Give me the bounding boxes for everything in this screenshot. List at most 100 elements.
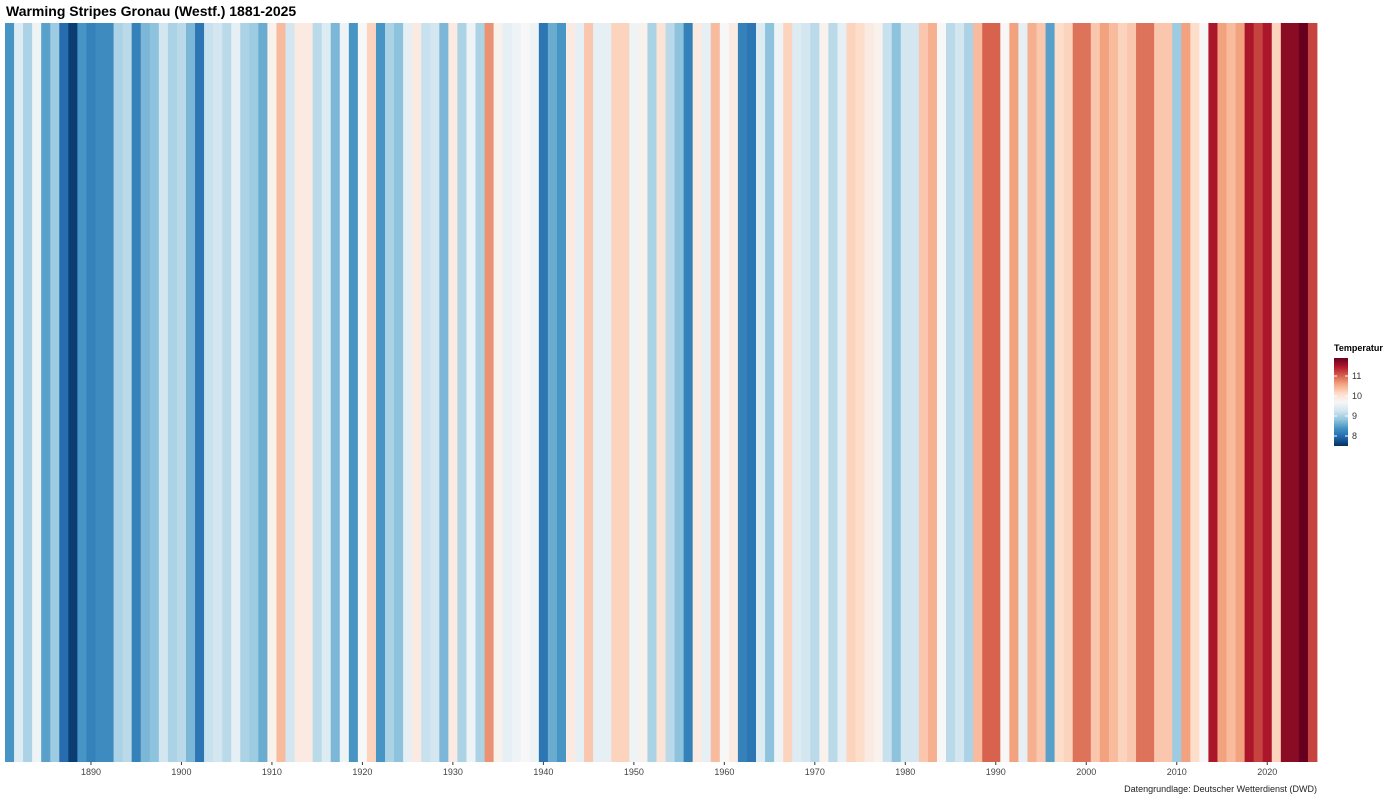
stripe-1958: [701, 23, 712, 762]
stripe-2009: [1163, 23, 1173, 762]
stripe-1989: [982, 23, 992, 762]
x-tick-label: 1890: [81, 767, 101, 777]
stripe-1963: [746, 23, 757, 762]
color-legend: 8 9 10 11: [1334, 358, 1362, 446]
stripe-1981: [909, 23, 920, 762]
stripe-1996: [1045, 23, 1055, 762]
stripe-2006: [1136, 23, 1146, 762]
stripe-1926: [412, 23, 422, 762]
stripe-1907: [240, 23, 250, 762]
stripe-1930: [448, 23, 458, 762]
stripe-2000: [1081, 23, 1092, 762]
stripe-1923: [385, 23, 395, 762]
stripe-1903: [204, 23, 214, 762]
stripe-1924: [394, 23, 404, 762]
stripe-1959: [710, 23, 721, 762]
stripe-2020: [1262, 23, 1273, 762]
stripe-1993: [1018, 23, 1028, 762]
stripe-2025: [1307, 23, 1318, 762]
stripe-1896: [140, 23, 151, 762]
stripe-1936: [502, 23, 513, 762]
x-tick-label: 1940: [533, 767, 553, 777]
stripe-1925: [403, 23, 413, 762]
stripe-2024: [1298, 23, 1309, 762]
stripe-1897: [149, 23, 160, 762]
stripe-1987: [964, 23, 974, 762]
stripe-2014: [1208, 23, 1218, 762]
stripe-1955: [674, 23, 685, 762]
stripe-1948: [611, 23, 621, 762]
stripe-1945: [584, 23, 594, 762]
stripe-1915: [312, 23, 323, 762]
stripe-2013: [1199, 23, 1209, 762]
stripe-2015: [1217, 23, 1227, 762]
stripe-1972: [828, 23, 838, 762]
stripe-1961: [728, 23, 739, 762]
stripe-1913: [294, 23, 304, 762]
stripe-1916: [321, 23, 332, 762]
stripe-1953: [656, 23, 666, 762]
stripe-1985: [946, 23, 956, 762]
stripe-1991: [1000, 23, 1010, 762]
stripe-1952: [647, 23, 657, 762]
stripe-1900: [176, 23, 187, 762]
stripe-1980: [900, 23, 911, 762]
stripe-1988: [973, 23, 983, 762]
stripe-1940: [538, 23, 549, 762]
stripe-1922: [375, 23, 386, 762]
stripe-2002: [1099, 23, 1110, 762]
stripe-1887: [59, 23, 69, 762]
stripe-1995: [1036, 23, 1046, 762]
stripe-1964: [756, 23, 766, 762]
stripe-2004: [1117, 23, 1128, 762]
stripe-1962: [737, 23, 748, 762]
stripe-1892: [104, 23, 114, 762]
x-tick-label: 1980: [895, 767, 915, 777]
stripe-1933: [475, 23, 485, 762]
x-tick-label: 1970: [805, 767, 825, 777]
stripe-1947: [602, 23, 612, 762]
stripe-1978: [882, 23, 893, 762]
x-tick-label: 1990: [986, 767, 1006, 777]
stripe-2019: [1253, 23, 1264, 762]
x-tick-label: 1920: [352, 767, 372, 777]
stripe-1979: [891, 23, 902, 762]
stripe-1885: [41, 23, 51, 762]
legend-colorbar: [1334, 358, 1348, 446]
stripe-1968: [792, 23, 802, 762]
x-axis: 1890 1900 1910 1920 1930 1940 1950 1960 1970 1980…: [81, 762, 1277, 777]
x-tick-label: 2010: [1167, 767, 1187, 777]
stripe-1908: [249, 23, 259, 762]
stripe-2016: [1226, 23, 1236, 762]
stripe-1986: [955, 23, 965, 762]
stripe-2011: [1181, 23, 1191, 762]
chart-title: Warming Stripes Gronau (Westf.) 1881-202…: [6, 3, 297, 19]
stripe-1998: [1063, 23, 1074, 762]
stripe-1906: [231, 23, 241, 762]
stripe-1975: [855, 23, 865, 762]
x-tick-label: 1960: [714, 767, 734, 777]
x-tick-label: 1950: [624, 767, 644, 777]
stripe-1941: [547, 23, 558, 762]
stripe-1895: [131, 23, 142, 762]
stripes: [5, 23, 1318, 762]
stripe-1914: [303, 23, 314, 762]
stripe-1881: [5, 23, 15, 762]
stripe-2023: [1289, 23, 1300, 762]
stripe-1984: [936, 23, 947, 762]
stripe-1954: [665, 23, 675, 762]
stripe-1983: [927, 23, 938, 762]
stripe-1899: [167, 23, 178, 762]
stripe-1889: [77, 23, 87, 762]
stripe-1937: [511, 23, 522, 762]
x-tick-label: 2000: [1076, 767, 1096, 777]
stripe-1884: [32, 23, 42, 762]
x-tick-label: 2020: [1257, 767, 1277, 777]
stripe-1919: [348, 23, 359, 762]
stripe-1929: [439, 23, 449, 762]
stripe-1974: [846, 23, 856, 762]
stripe-2012: [1190, 23, 1200, 762]
stripe-1911: [276, 23, 286, 762]
stripe-1917: [330, 23, 341, 762]
